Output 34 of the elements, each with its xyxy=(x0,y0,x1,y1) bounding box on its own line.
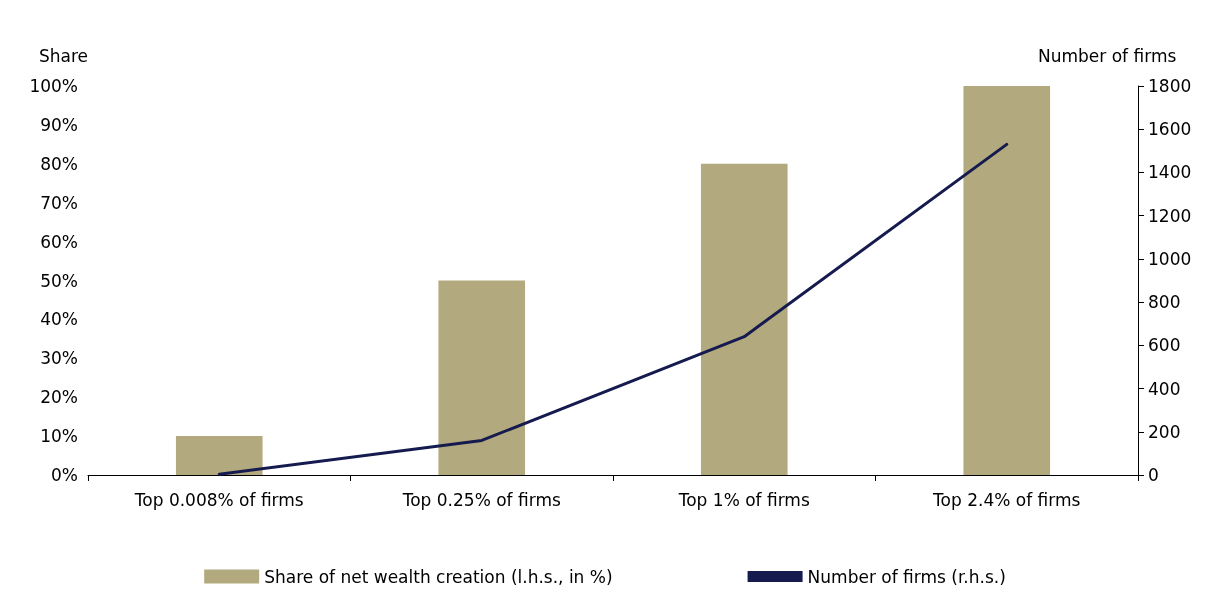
x-tick-label: Top 2.4% of firms xyxy=(932,489,1081,510)
y-tick-label: 70% xyxy=(40,192,78,213)
y-tick-label: 80% xyxy=(40,153,78,174)
y-tick-label: 90% xyxy=(40,114,78,135)
x-tick-label: Top 1% of firms xyxy=(677,489,810,510)
line-series xyxy=(217,142,1009,476)
y-tick-label: 100% xyxy=(29,76,78,96)
y2-tick-label: 600 xyxy=(1148,335,1181,356)
y-tick-label: 60% xyxy=(40,231,78,252)
y-tick-label: 40% xyxy=(40,309,78,330)
bar xyxy=(175,436,263,475)
y2-tick-label: 800 xyxy=(1148,292,1181,313)
y2-tick-label: 1400 xyxy=(1148,162,1192,183)
y-tick-label: 10% xyxy=(40,426,78,447)
y-tick-label: 0% xyxy=(51,465,78,485)
x-tick-label: Top 0.008% of firms xyxy=(133,489,304,510)
y2-tick-label: 200 xyxy=(1148,421,1181,442)
y2-tick-label: 1600 xyxy=(1148,119,1192,140)
bar xyxy=(700,163,788,475)
y2-tick-label: 1800 xyxy=(1148,76,1192,96)
x-tick-label: Top 0.25% of firms xyxy=(401,489,561,510)
y2-tick-label: 0 xyxy=(1148,465,1159,485)
y-tick-label: 50% xyxy=(40,270,78,291)
y-tick-label: 20% xyxy=(40,387,78,408)
bar xyxy=(963,86,1051,475)
legend-label: Share of net wealth creation (l.h.s., in %) xyxy=(264,566,613,587)
y2-tick-label: 1200 xyxy=(1148,205,1192,226)
y-tick-label: 30% xyxy=(40,348,78,369)
bar xyxy=(438,280,526,475)
legend-label: Number of firms (r.h.s.) xyxy=(807,566,1006,587)
y2-tick-label: 1000 xyxy=(1148,248,1192,269)
y2-axis-title: Number of firms xyxy=(1038,45,1177,66)
y2-tick-label: 400 xyxy=(1148,378,1181,399)
y-axis-title: Share xyxy=(38,45,88,66)
